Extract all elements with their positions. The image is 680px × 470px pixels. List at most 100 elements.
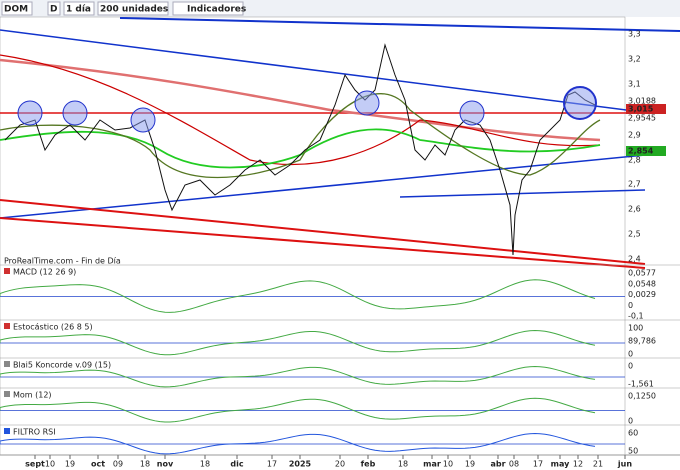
panel-axis-label: 60 bbox=[628, 429, 638, 438]
panel-axis-label: 0 bbox=[628, 301, 633, 310]
toolbar-label[interactable]: D bbox=[50, 5, 57, 15]
x-tick-label: 12 bbox=[573, 460, 583, 469]
indicator-curve bbox=[0, 279, 596, 313]
x-tick-label: oct bbox=[91, 460, 105, 469]
price-label: 3,0188 bbox=[628, 97, 656, 106]
x-tick-label: 21 bbox=[593, 460, 603, 469]
toolbar-button[interactable] bbox=[63, 1, 95, 16]
price-label: 2,7 bbox=[628, 180, 641, 189]
panel-icon bbox=[4, 391, 10, 397]
x-tick-label: 20 bbox=[335, 460, 345, 469]
panel-axis-label: 89,786 bbox=[628, 337, 656, 346]
panel-icon bbox=[4, 323, 10, 329]
price-label: 3,3 bbox=[628, 30, 641, 39]
x-tick-label: 10 bbox=[45, 460, 55, 469]
sma-20 bbox=[0, 93, 601, 179]
indicator-curve bbox=[0, 330, 596, 356]
indicator-curve bbox=[0, 433, 596, 455]
toolbar-label[interactable]: 1 día bbox=[66, 5, 91, 15]
trend-line bbox=[0, 29, 651, 114]
x-tick-label: 08 bbox=[509, 460, 519, 469]
panel-axis-label: 50 bbox=[628, 447, 638, 456]
trend-line bbox=[119, 17, 680, 32]
x-tick-label: 18 bbox=[200, 460, 210, 469]
x-tick-label: sept bbox=[25, 460, 45, 469]
panel-axis-label: -0,1 bbox=[628, 312, 644, 321]
panel-title: Blai5 Koncorde v.09 (15) bbox=[13, 361, 111, 370]
marker-circle bbox=[354, 90, 380, 116]
x-tick-label: jun bbox=[617, 460, 632, 469]
indicator-curve bbox=[0, 366, 596, 388]
panel-icon bbox=[4, 361, 10, 367]
sma-120 bbox=[0, 54, 601, 166]
panel-icon bbox=[4, 268, 10, 274]
toolbar-button[interactable] bbox=[1, 1, 33, 16]
price-label: 3,1 bbox=[628, 80, 641, 89]
toolbar-button[interactable] bbox=[172, 1, 244, 16]
plot-area bbox=[0, 16, 626, 456]
sma-200 bbox=[0, 58, 601, 142]
price-label: 2,8 bbox=[628, 156, 641, 165]
price-badge bbox=[626, 146, 666, 156]
x-tick-label: 18 bbox=[398, 460, 408, 469]
trend-line bbox=[0, 154, 646, 219]
price-label: 2,9 bbox=[628, 131, 641, 140]
main-panel bbox=[0, 17, 680, 269]
indicator-curve bbox=[0, 397, 596, 423]
toolbar-button[interactable] bbox=[47, 1, 61, 16]
x-tick-label: 19 bbox=[465, 460, 475, 469]
trend-line bbox=[0, 199, 646, 265]
marker-circle bbox=[17, 100, 43, 126]
x-tick-label: 10 bbox=[443, 460, 453, 469]
price-label: 2,5 bbox=[628, 230, 641, 239]
trend-line bbox=[0, 217, 646, 269]
source: ProRealTime.com - Fin de Día bbox=[4, 257, 121, 266]
toolbar-button[interactable] bbox=[97, 1, 169, 16]
marker-circle bbox=[459, 100, 485, 126]
panel-axis-label: 0,1250 bbox=[628, 392, 656, 401]
marker-circle bbox=[563, 86, 597, 120]
toolbar-label[interactable]: DOM bbox=[4, 5, 28, 15]
panel-title: Estocástico (26 8 5) bbox=[13, 323, 93, 332]
panel-title: FILTRO RSI bbox=[13, 428, 56, 437]
panel-title: MACD (12 26 9) bbox=[13, 268, 76, 277]
x-tick-label: 18 bbox=[140, 460, 150, 469]
panel-title: Mom (12) bbox=[13, 391, 52, 400]
panel-axis-label: 0,0548 bbox=[628, 279, 656, 288]
price-label: 2,6 bbox=[628, 205, 641, 214]
x-tick-label: mar bbox=[423, 460, 441, 469]
price bbox=[4, 43, 596, 256]
toolbar bbox=[0, 0, 680, 17]
panel-axis-label: 0 bbox=[628, 362, 633, 371]
price-label: 2,854 bbox=[628, 147, 654, 156]
panel-axis-label: 0,0577 bbox=[628, 269, 656, 278]
price-badge bbox=[626, 104, 666, 114]
x-tick-label: 19 bbox=[65, 460, 75, 469]
panel-axis-label: -1,561 bbox=[628, 380, 654, 389]
x-tick-label: 2025 bbox=[289, 460, 312, 469]
panel-axis-label: 0,0029 bbox=[628, 290, 656, 299]
toolbar-label[interactable]: 200 unidades bbox=[100, 5, 168, 15]
panel-icon bbox=[4, 428, 10, 434]
x-tick-label: nov bbox=[157, 460, 174, 469]
marker-circle bbox=[62, 100, 88, 126]
price-label: 3,015 bbox=[628, 105, 654, 114]
panel-axis-label: 0 bbox=[628, 350, 633, 359]
price-label: 3,2 bbox=[628, 55, 641, 64]
x-tick-label: dic bbox=[230, 460, 243, 469]
x-tick-label: 17 bbox=[267, 460, 277, 469]
x-tick-label: 17 bbox=[533, 460, 543, 469]
x-tick-label: may bbox=[551, 460, 570, 469]
toolbar-label[interactable]: Indicadores bbox=[187, 5, 246, 15]
panel-axis-label: 0 bbox=[628, 417, 633, 426]
x-tick-label: 09 bbox=[113, 460, 123, 469]
price-label: 2,4 bbox=[628, 255, 641, 264]
marker-circle bbox=[130, 107, 156, 133]
x-tick-label: feb bbox=[361, 460, 376, 469]
panel-axis-label: 100 bbox=[628, 324, 643, 333]
x-tick-label: abr bbox=[490, 460, 505, 469]
trend-line bbox=[399, 189, 646, 198]
